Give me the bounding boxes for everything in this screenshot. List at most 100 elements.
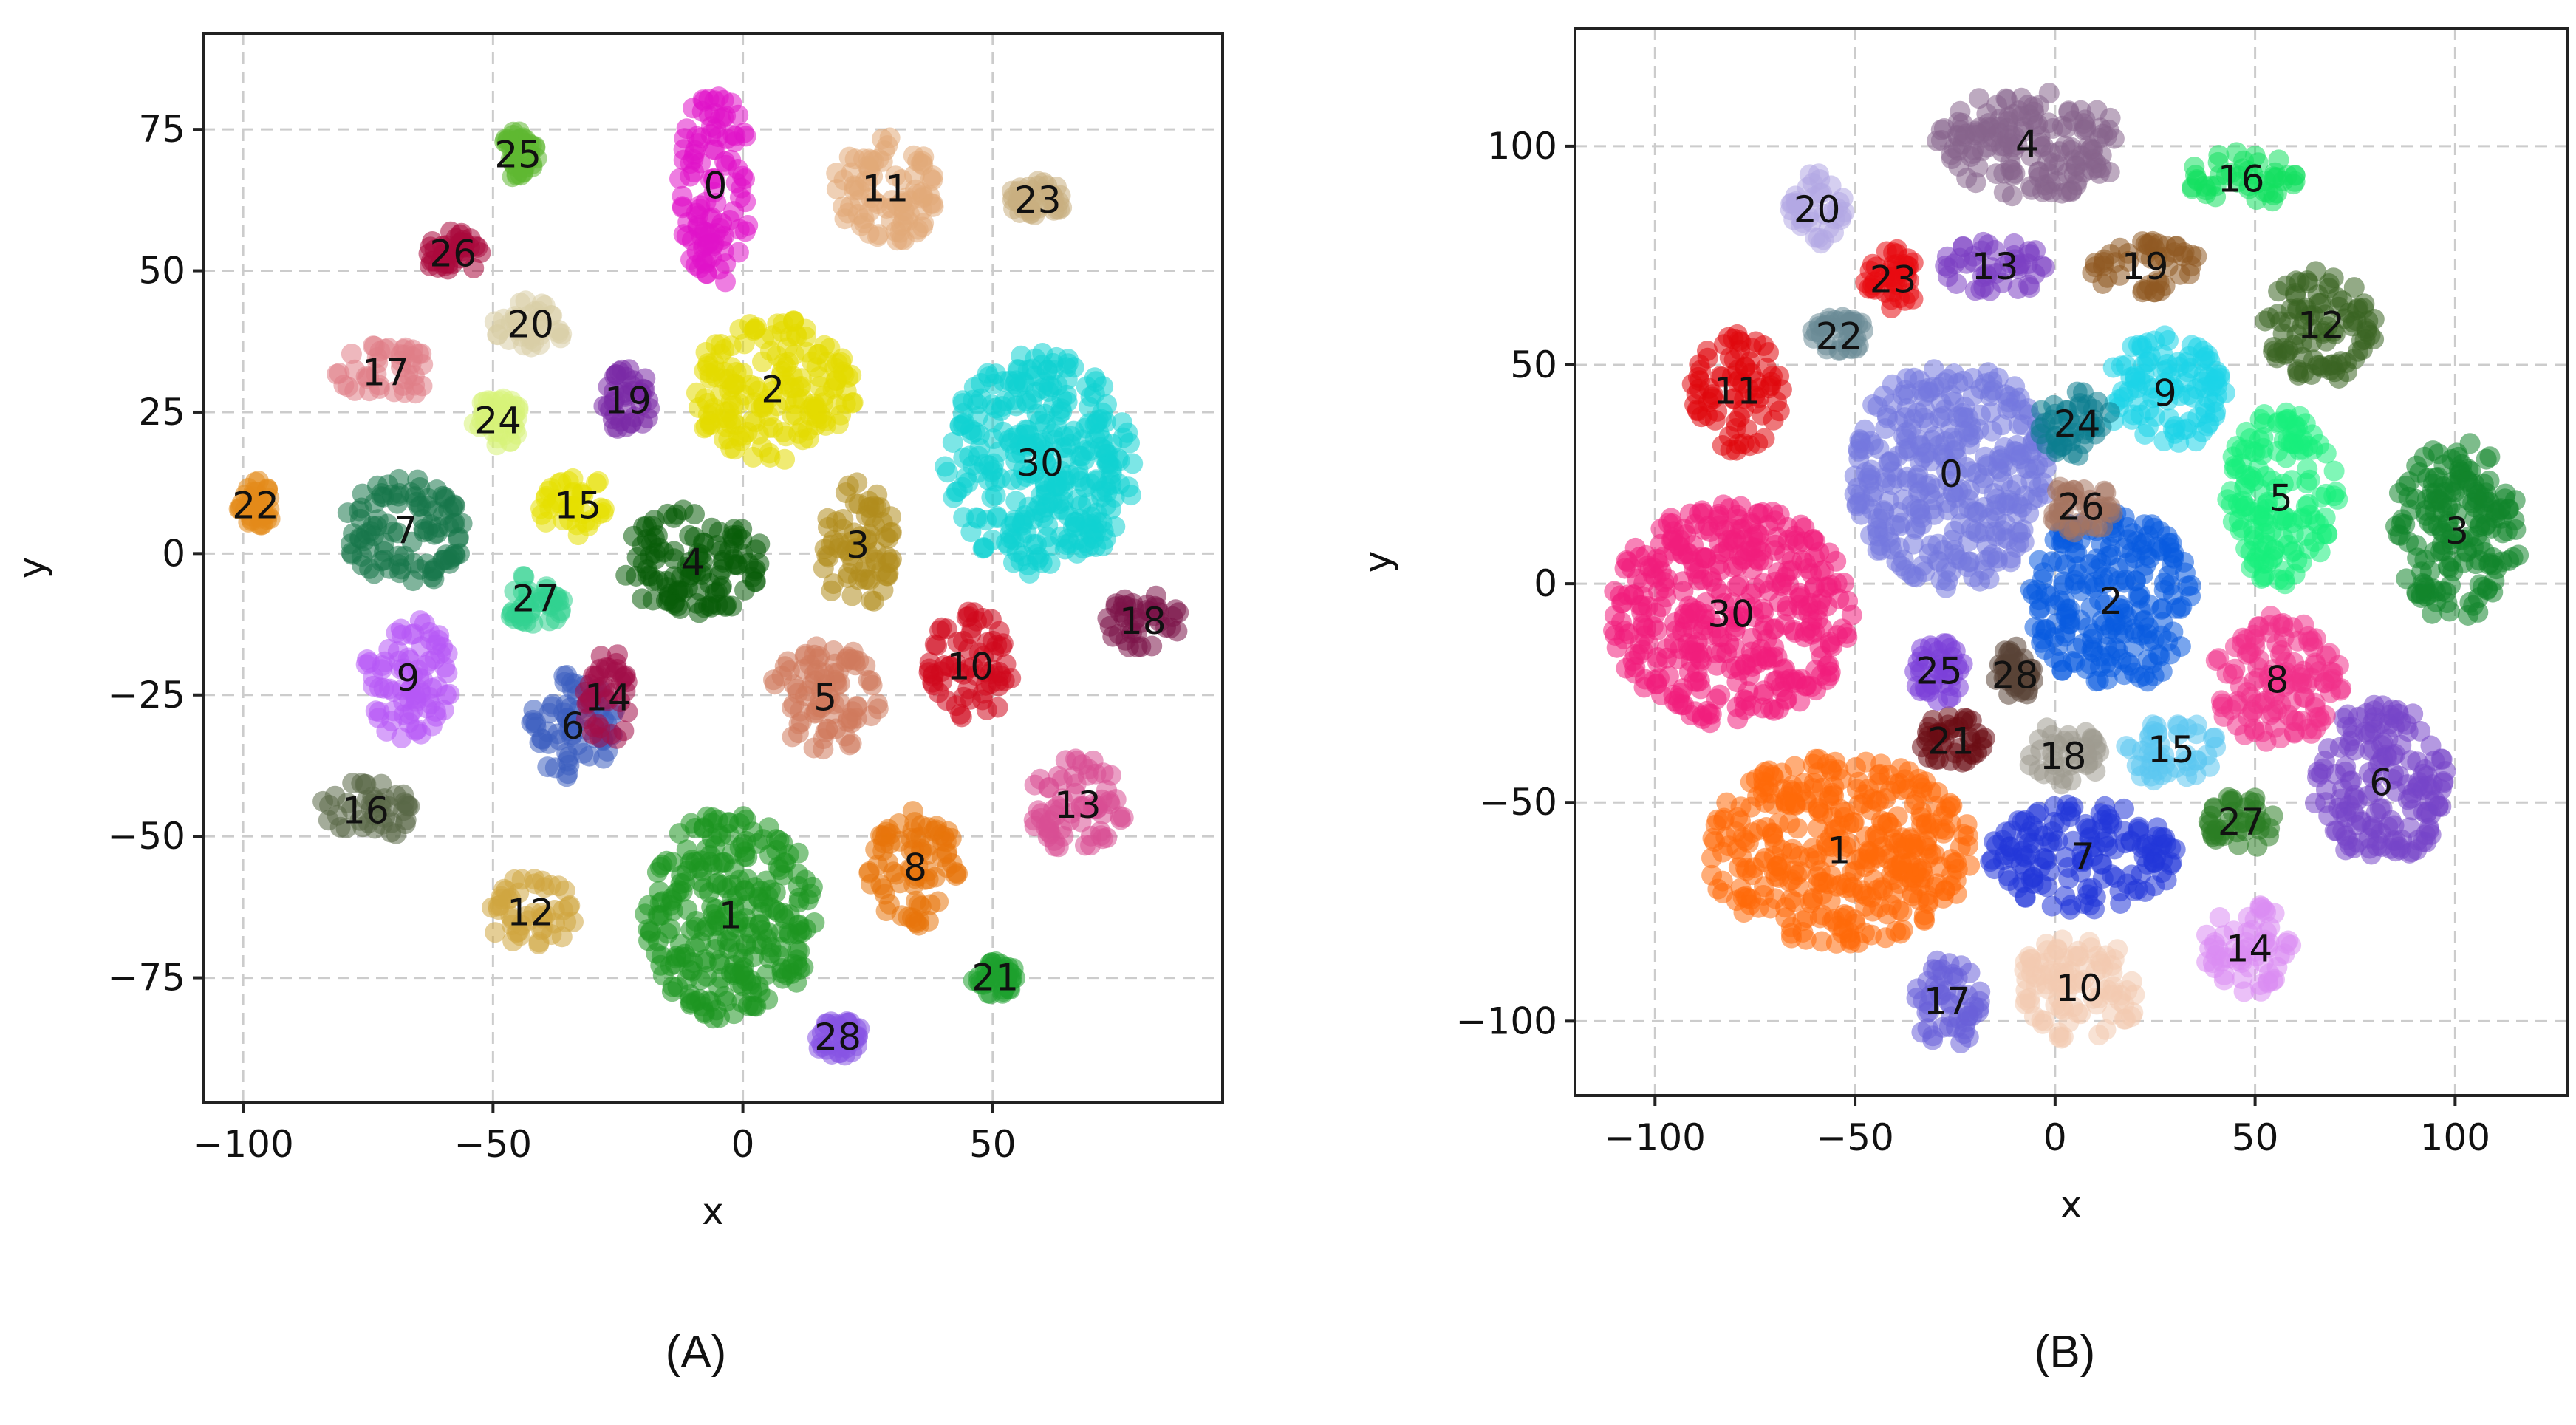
panel-b-point [2115,1008,2136,1030]
panel-b-point [2018,458,2039,479]
panel-b-point [2013,845,2034,867]
panel-a-point [983,453,1005,474]
panel-a-point [960,522,982,543]
panel-a-point [411,343,432,364]
panel-a-point [445,513,465,534]
panel-b-point [2035,618,2057,640]
panel-b-point [2388,524,2409,545]
panel-a-point [1113,427,1134,448]
panel-b-point [2121,864,2142,886]
panel-a-y-tick-label: 50 [138,250,185,293]
panel-b-point [2468,484,2490,505]
panel-a-y-tick-label: −50 [107,815,185,858]
panel-b-point [2388,482,2410,504]
panel-a-cluster-5 [763,636,889,760]
panel-a-cluster-label-1: 1 [719,894,742,937]
panel-b-point [2060,801,2082,822]
panel-b-point [2407,830,2428,851]
panel-b-point [1984,831,2005,852]
panel-b-point [2472,503,2493,524]
panel-b-point [1760,898,1781,919]
panel-b-point [1946,273,1967,294]
panel-b-point [1935,256,1956,276]
panel-b-point [2286,710,2306,731]
panel-a-point [739,375,761,396]
panel-b-point [1782,869,1803,891]
panel-b-point [2287,417,2308,438]
panel-a-point [759,948,780,969]
panel-b-point [1892,384,1913,406]
panel-a-point [826,394,847,415]
panel-b-point [1747,433,1769,454]
panel-b-point [1763,409,1784,431]
panel-b-point [2297,273,2319,294]
panel-a-point [640,565,661,587]
panel-b-point [2209,907,2230,928]
panel-a-x-tick-label: −100 [192,1123,293,1166]
panel-a-point [867,698,889,720]
panel-b-point [1845,756,1866,778]
panel-a-point [485,922,506,943]
panel-b-point [1953,370,1974,392]
panel-b-point [2263,166,2284,188]
panel-a-point [763,669,784,691]
panel-a-point [822,378,844,400]
panel-a-y-tick-label: 25 [138,391,185,434]
panel-a-point [924,867,946,888]
panel-a-point [439,683,460,705]
panel-a-point [767,313,788,335]
panel-b-point [2380,838,2402,859]
panel-b-point [2327,488,2348,510]
panel-b-point [1876,405,1898,426]
panel-a-cluster-3 [813,472,902,612]
panel-b-point [2342,717,2363,738]
panel-a-point [676,118,697,140]
panel-a-point [946,862,967,884]
panel-b-point [2309,541,2331,563]
panel-a-point [980,609,1002,630]
panel-a-point [881,506,901,527]
panel-b-point [1937,570,1958,592]
panel-a-point [912,216,933,238]
panel-b-point [2020,745,2041,766]
panel-b-point [2308,513,2329,535]
panel-a-point [693,878,714,899]
panel-b-point [2119,738,2141,759]
panel-a-point [841,364,862,386]
panel-b-point [1930,130,1952,151]
panel-a-point [735,970,756,991]
panel-b-point [2196,924,2217,946]
panel-a-point [411,636,432,657]
panel-a-point [837,711,858,732]
panel-a-point [788,722,809,744]
panel-b-point [2178,384,2199,406]
panel-b-point [1981,381,2002,403]
panel-b-point [1712,870,1733,892]
panel-a-point [880,522,901,544]
panel-a-cluster-label-10: 10 [947,645,994,688]
panel-b-point [1833,918,1854,940]
panel-b-point [2303,349,2324,371]
panel-a-point [703,139,724,160]
panel-b-point [2262,702,2283,723]
panel-b-point [2086,946,2108,967]
panel-a-point [817,508,838,529]
panel-b-point [2142,851,2164,872]
panel-a-point [1085,763,1107,785]
panel-a-point [672,881,693,902]
panel-b-point [2252,721,2273,742]
panel-a-cluster-label-6: 6 [561,705,585,748]
panel-b-points [1603,83,2529,1053]
panel-b-point [1826,875,1848,897]
panel-a-point [844,649,865,671]
panel-a-point [910,826,932,847]
panel-a-point [868,148,889,170]
panel-b-point [1712,841,1733,863]
panel-a-point [792,429,813,451]
panel-a-point [719,210,740,230]
panel-a-point [689,988,711,1010]
panel-a-point [875,901,897,922]
panel-b-point [2272,527,2294,548]
panel-b-point [2479,446,2501,468]
